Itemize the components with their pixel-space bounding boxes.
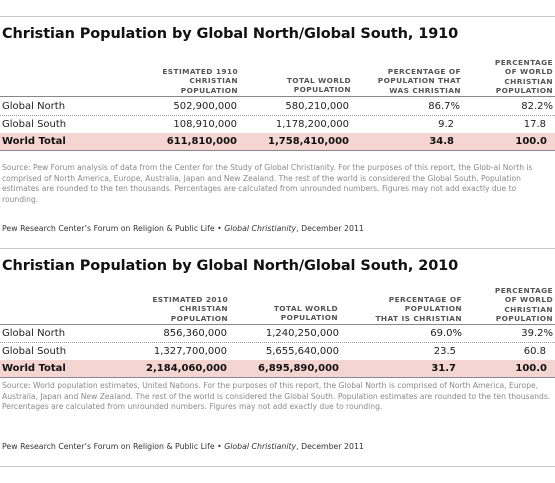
cell-christian: 2,184,060,000 bbox=[146, 363, 227, 374]
row-divider bbox=[0, 342, 555, 343]
header-total-world: TOTAL WORLD POPULATION bbox=[273, 304, 338, 323]
cell-pct-world: 100.0 bbox=[515, 136, 547, 147]
table-row: Global North 856,360,000 1,240,250,000 6… bbox=[0, 325, 555, 342]
cell-pct-pop: 34.8 bbox=[429, 136, 454, 147]
row-divider bbox=[0, 115, 555, 116]
table-row: Global South 1,327,700,000 5,655,640,000… bbox=[0, 343, 555, 360]
bottom-divider bbox=[0, 466, 555, 467]
cell-christian: 856,360,000 bbox=[163, 328, 227, 339]
row-label: Global South bbox=[2, 346, 67, 357]
table-title-2010: Christian Population by Global North/Glo… bbox=[2, 258, 459, 274]
cell-pct-world: 100.0 bbox=[515, 363, 547, 374]
cell-pct-world: 82.2% bbox=[521, 101, 553, 112]
cell-total: 1,758,410,000 bbox=[268, 136, 349, 147]
cell-total: 580,210,000 bbox=[285, 101, 349, 112]
cell-total: 1,178,200,000 bbox=[275, 119, 349, 130]
table-row-total: World Total 2,184,060,000 6,895,890,000 … bbox=[0, 360, 555, 377]
row-label: World Total bbox=[2, 363, 66, 374]
header-total-world: TOTAL WORLD POPULATION bbox=[286, 76, 351, 95]
total-rule bbox=[0, 150, 555, 151]
header-percentage-christian: PERCENTAGE OF POPULATION THAT WAS CHRIST… bbox=[377, 67, 461, 95]
cell-pct-pop: 86.7% bbox=[428, 101, 460, 112]
cell-pct-world: 17.8 bbox=[523, 119, 546, 130]
section-divider bbox=[0, 248, 555, 249]
cell-christian: 502,900,000 bbox=[173, 101, 237, 112]
cell-pct-pop: 9.2 bbox=[438, 119, 454, 130]
table-row: Global North 502,900,000 580,210,000 86.… bbox=[0, 98, 555, 115]
cell-total: 6,895,890,000 bbox=[258, 363, 339, 374]
cell-christian: 108,910,000 bbox=[173, 119, 237, 130]
cell-christian: 611,810,000 bbox=[166, 136, 237, 147]
cell-pct-pop: 69.0% bbox=[430, 328, 462, 339]
top-divider bbox=[0, 16, 555, 17]
cell-pct-world: 60.8 bbox=[523, 346, 546, 357]
table-row-total: World Total 611,810,000 1,758,410,000 34… bbox=[0, 133, 555, 150]
header-percentage-christian: PERCENTAGE OF POPULATION THAT IS CHRISTI… bbox=[375, 295, 462, 323]
header-estimated-christian: ESTIMATED 1910 CHRISTIAN POPULATION bbox=[162, 67, 238, 95]
table-title-1910: Christian Population by Global North/Glo… bbox=[2, 26, 459, 42]
cell-christian: 1,327,700,000 bbox=[153, 346, 227, 357]
report-title: Global Christianity bbox=[224, 442, 297, 451]
source-note: Source: Pew Forum analysis of data from … bbox=[2, 163, 533, 204]
total-rule bbox=[0, 377, 555, 378]
row-label: Global South bbox=[2, 119, 67, 130]
table-row: Global South 108,910,000 1,178,200,000 9… bbox=[0, 116, 555, 133]
credit-line: Pew Research Center’s Forum on Religion … bbox=[2, 442, 364, 451]
cell-total: 1,240,250,000 bbox=[265, 328, 339, 339]
report-title: Global Christianity bbox=[224, 224, 297, 233]
header-rule bbox=[0, 324, 555, 325]
row-label: Global North bbox=[2, 328, 66, 339]
source-note: Source: World population estimates, Unit… bbox=[2, 381, 551, 412]
cell-total: 5,655,640,000 bbox=[265, 346, 339, 357]
header-percentage-world-christian: PERCENTAGE OF WORLD CHRISTIAN POPULATION bbox=[494, 286, 553, 324]
cell-pct-pop: 23.5 bbox=[433, 346, 456, 357]
cell-pct-world: 39.2% bbox=[521, 328, 553, 339]
row-label: World Total bbox=[2, 136, 66, 147]
header-rule bbox=[0, 96, 555, 97]
cell-pct-pop: 31.7 bbox=[431, 363, 456, 374]
header-estimated-christian: ESTIMATED 2010 CHRISTIAN POPULATION bbox=[152, 295, 228, 323]
credit-line: Pew Research Center’s Forum on Religion … bbox=[2, 224, 364, 233]
header-percentage-world-christian: PERCENTAGE OF WORLD CHRISTIAN POPULATION bbox=[494, 58, 553, 96]
row-label: Global North bbox=[2, 101, 66, 112]
